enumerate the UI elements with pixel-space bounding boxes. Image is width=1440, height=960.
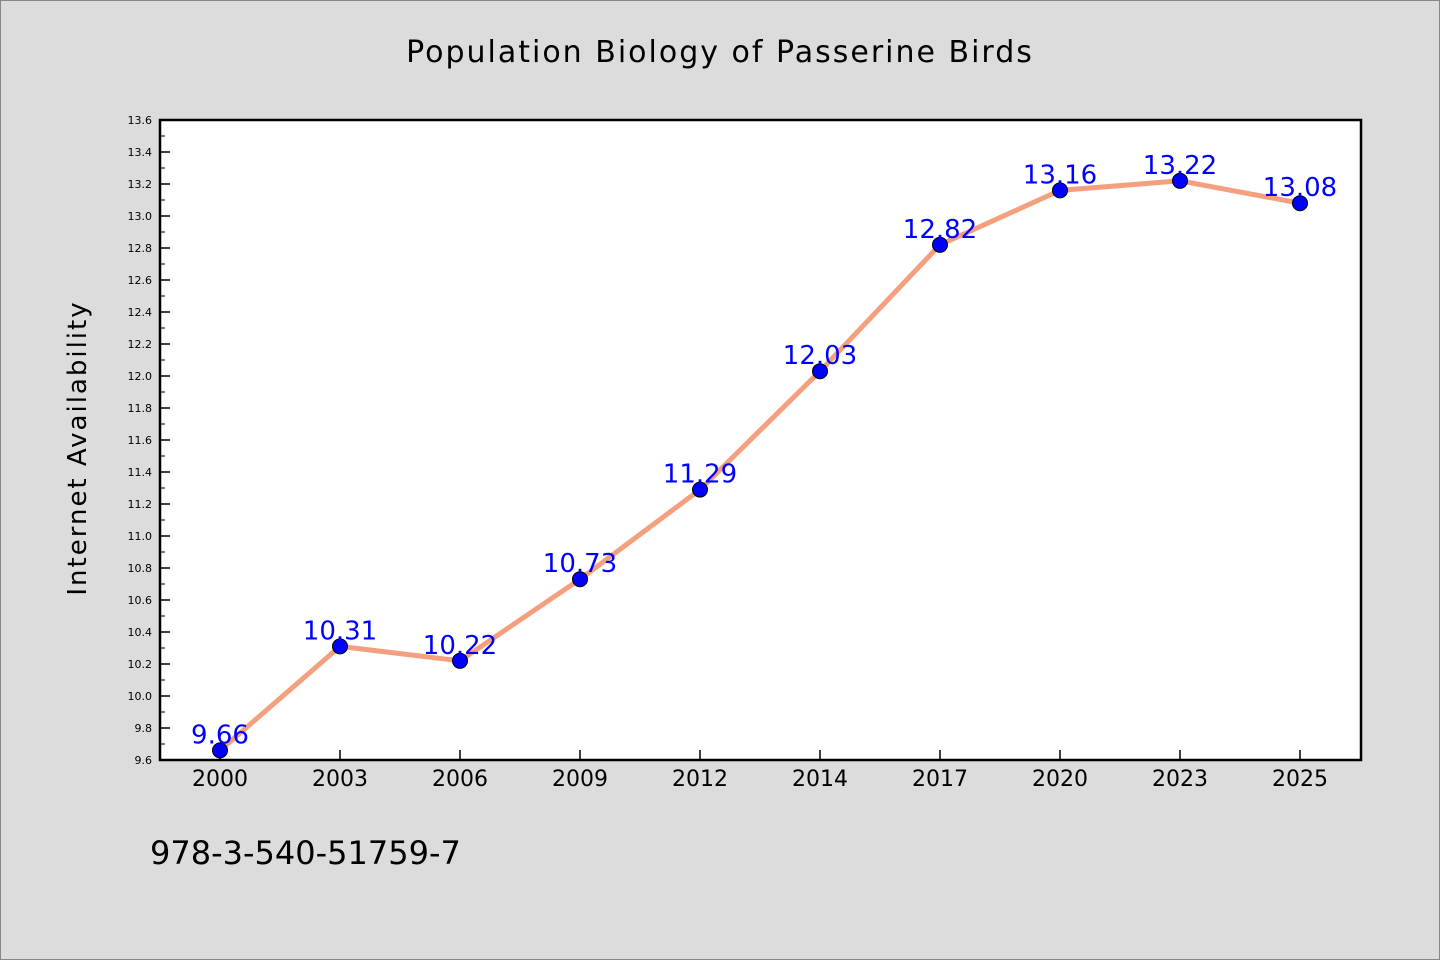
data-point bbox=[1292, 195, 1308, 212]
x-tick-label: 2020 bbox=[1032, 767, 1088, 792]
data-point bbox=[932, 236, 948, 253]
y-tick-label: 10.2 bbox=[128, 658, 153, 671]
footer-code: 978-3-540-51759-7 bbox=[150, 834, 461, 872]
data-label: 9.66 bbox=[191, 720, 249, 750]
y-tick-label: 11.0 bbox=[128, 530, 153, 543]
x-tick-label: 2000 bbox=[192, 767, 248, 792]
y-tick-label: 12.8 bbox=[128, 242, 153, 255]
data-label: 13.22 bbox=[1143, 151, 1217, 181]
series-group: 9.66 10.31 10.22 10.73 11.29 12.03 12.82 13.16 1… bbox=[191, 151, 1337, 759]
x-tick-label: 2025 bbox=[1272, 767, 1328, 792]
y-tick-label: 10.4 bbox=[128, 626, 153, 639]
y-tick-label: 10.0 bbox=[128, 690, 153, 703]
data-label: 11.29 bbox=[663, 460, 737, 490]
y-axis: 9.6 9.8 10.0 10.2 10.4 10.6 10.8 11.0 11.2 11.4 11… bbox=[128, 114, 170, 767]
y-tick-label: 11.6 bbox=[128, 434, 153, 447]
y-tick-label: 10.6 bbox=[128, 594, 153, 607]
data-label: 12.82 bbox=[903, 215, 977, 245]
series-line bbox=[218, 178, 1301, 753]
data-label: 12.03 bbox=[783, 341, 857, 371]
data-point bbox=[692, 481, 708, 498]
x-tick-label: 2003 bbox=[312, 767, 368, 792]
data-point bbox=[812, 363, 828, 380]
y-tick-label: 10.8 bbox=[128, 562, 153, 575]
y-tick-label: 9.8 bbox=[135, 722, 153, 735]
data-point bbox=[212, 742, 228, 759]
y-tick-label: 13.4 bbox=[128, 146, 153, 159]
data-point bbox=[332, 638, 348, 655]
x-tick-label: 2006 bbox=[432, 767, 488, 792]
y-tick-label: 13.6 bbox=[128, 114, 153, 127]
data-label: 10.73 bbox=[543, 549, 617, 579]
data-label: 13.16 bbox=[1023, 160, 1097, 190]
plot-area bbox=[158, 118, 1363, 762]
data-label: 10.31 bbox=[303, 616, 377, 646]
x-tick-label: 2009 bbox=[552, 767, 608, 792]
y-axis-label: Internet Availability bbox=[63, 300, 93, 595]
x-tick-label: 2017 bbox=[912, 767, 968, 792]
y-tick-label: 13.2 bbox=[128, 178, 153, 191]
y-tick-label: 12.4 bbox=[128, 306, 153, 319]
data-label: 13.08 bbox=[1263, 173, 1337, 203]
data-point bbox=[1172, 172, 1188, 189]
x-tick-label: 2012 bbox=[672, 767, 728, 792]
y-tick-label: 12.0 bbox=[128, 370, 153, 383]
data-point bbox=[452, 652, 468, 669]
x-tick-label: 2014 bbox=[792, 767, 848, 792]
chart-title: Population Biology of Passerine Birds bbox=[406, 35, 1034, 70]
x-axis: 2000 2003 2006 2009 2012 2014 2017 2020 2023 2025 bbox=[192, 750, 1328, 792]
data-label: 10.22 bbox=[423, 631, 497, 661]
y-tick-label: 12.6 bbox=[128, 274, 153, 287]
data-point bbox=[1052, 182, 1068, 199]
y-tick-label: 12.2 bbox=[128, 338, 153, 351]
y-tick-label: 11.4 bbox=[128, 466, 153, 479]
data-point bbox=[572, 571, 588, 588]
y-tick-label: 9.6 bbox=[135, 754, 153, 767]
y-tick-label: 11.8 bbox=[128, 402, 153, 415]
x-tick-label: 2023 bbox=[1152, 767, 1208, 792]
y-tick-label: 11.2 bbox=[128, 498, 153, 511]
y-tick-label: 13.0 bbox=[128, 210, 153, 223]
